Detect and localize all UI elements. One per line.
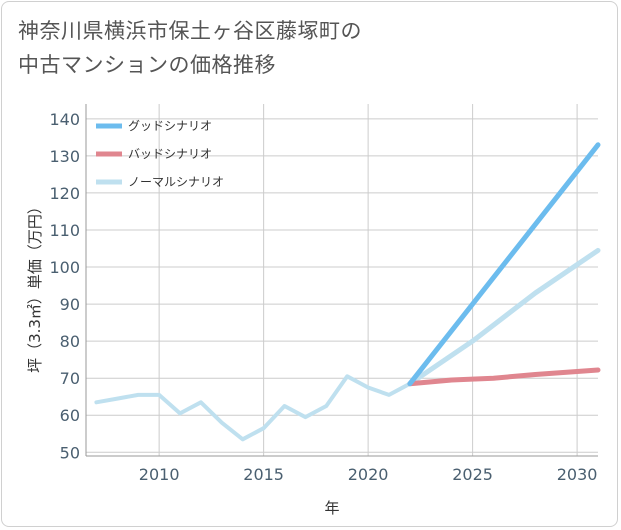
y-tick-90: 90 <box>60 295 80 314</box>
y-tick-labels: 50 60 70 80 90 100 110 120 130 140 <box>49 110 80 462</box>
history-line <box>94 374 412 442</box>
series-lines <box>94 142 601 442</box>
legend-label-good: グッドシナリオ <box>128 119 212 133</box>
y-tick-50: 50 <box>60 443 80 462</box>
axes <box>85 104 598 457</box>
x-tick-2025: 2025 <box>452 465 493 484</box>
y-tick-130: 130 <box>49 147 80 166</box>
series-line-good <box>407 142 601 387</box>
x-axis-title: 年 <box>324 499 339 517</box>
y-tick-110: 110 <box>49 221 80 240</box>
chart-title-line-2: 中古マンションの価格推移 <box>18 53 276 77</box>
x-tick-2015: 2015 <box>243 465 284 484</box>
y-tick-120: 120 <box>49 184 80 203</box>
x-tick-2030: 2030 <box>557 465 598 484</box>
x-tick-labels: 2010 2015 2020 2025 2030 <box>139 465 598 484</box>
grid-lines <box>86 104 598 456</box>
y-tick-70: 70 <box>60 369 80 388</box>
legend-label-bad: バッドシナリオ <box>128 147 212 161</box>
y-tick-100: 100 <box>49 258 80 277</box>
y-tick-140: 140 <box>49 110 80 129</box>
y-tick-80: 80 <box>60 332 80 351</box>
series-line-bad <box>407 367 601 387</box>
chart-title: 神奈川県横浜市保土ヶ谷区藤塚町の 中古マンションの価格推移 <box>18 14 608 82</box>
legend-label-normal: ノーマルシナリオ <box>128 175 224 189</box>
x-tick-2020: 2020 <box>348 465 389 484</box>
y-axis-title: 坪（3.3㎡）単価（万円） <box>26 199 44 373</box>
y-tick-60: 60 <box>60 406 80 425</box>
series-line-normal <box>407 247 601 387</box>
x-tick-2010: 2010 <box>139 465 180 484</box>
chart-title-line-1: 神奈川県横浜市保土ヶ谷区藤塚町の <box>18 19 362 43</box>
